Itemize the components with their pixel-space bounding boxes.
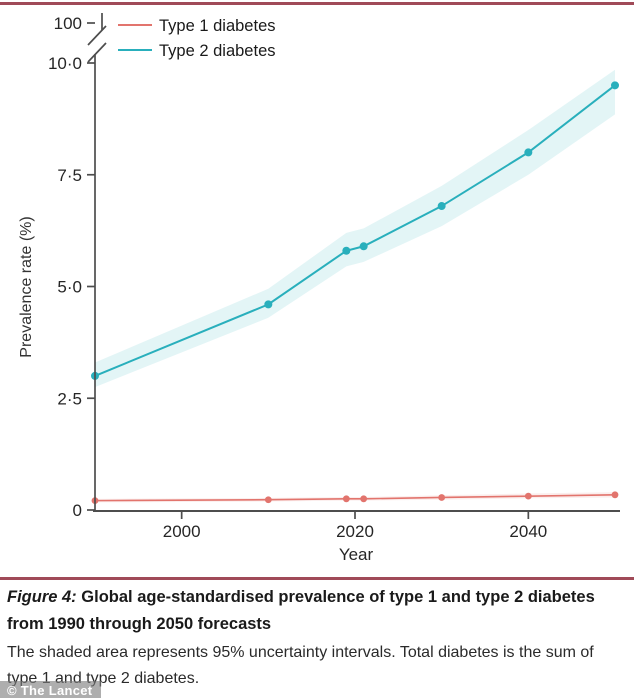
svg-text:100: 100 <box>54 14 82 33</box>
legend-label-type1: Type 1 diabetes <box>159 17 276 35</box>
top-border-rule <box>0 2 634 5</box>
svg-text:7·5: 7·5 <box>57 166 82 185</box>
chart-legend: Type 1 diabetes Type 2 diabetes <box>118 17 276 60</box>
svg-text:2040: 2040 <box>509 522 547 541</box>
svg-text:2·5: 2·5 <box>57 389 82 408</box>
tick-labels: 0 2·5 5·0 7·5 10·0 100 2000 2020 2040 <box>48 14 547 541</box>
figure-label: Figure 4: <box>7 588 77 606</box>
y-axis-title: Prevalence rate (%) <box>18 216 35 357</box>
x-axis-title: Year <box>339 545 374 564</box>
prevalence-line-chart: 0 2·5 5·0 7·5 10·0 100 2000 2020 2040 Prevalence… <box>18 13 620 564</box>
uncertainty-bands <box>95 69 615 503</box>
lancet-watermark: © The Lancet <box>0 681 102 698</box>
axes <box>87 13 620 519</box>
svg-text:10·0: 10·0 <box>48 54 82 73</box>
chart-area: 0 2·5 5·0 7·5 10·0 100 2000 2020 2040 Prevalence… <box>18 13 620 564</box>
legend-label-type2: Type 2 diabetes <box>159 42 276 60</box>
figure-caption: Figure 4: Global age-standardised preval… <box>7 584 627 692</box>
svg-text:2020: 2020 <box>336 522 374 541</box>
caption-title-text: Global age-standardised prevalence of ty… <box>7 588 595 633</box>
caption-separator-rule <box>0 577 634 580</box>
svg-text:2000: 2000 <box>163 522 201 541</box>
svg-text:0: 0 <box>73 501 82 520</box>
svg-text:5·0: 5·0 <box>57 278 82 297</box>
caption-title: Figure 4: Global age-standardised preval… <box>7 584 627 638</box>
series-markers <box>91 81 619 505</box>
